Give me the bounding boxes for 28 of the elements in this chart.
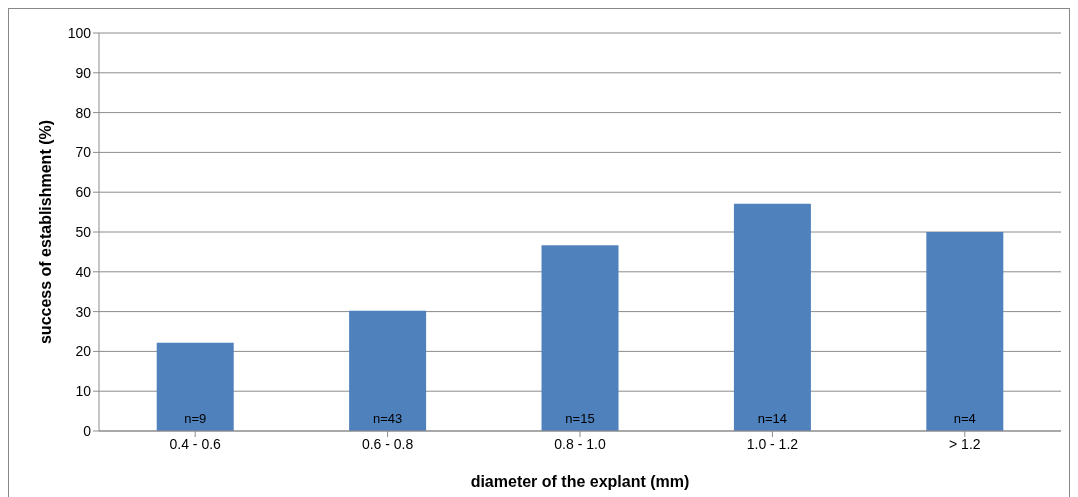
bar bbox=[156, 342, 234, 431]
y-tick-label: 40 bbox=[75, 263, 92, 280]
bar bbox=[926, 232, 1004, 431]
y-tick-label: 10 bbox=[75, 383, 92, 400]
y-tick-label: 70 bbox=[75, 144, 92, 161]
y-tick-label: 60 bbox=[75, 184, 92, 201]
y-tick-label: 50 bbox=[75, 223, 92, 240]
y-tick-label: 20 bbox=[75, 343, 92, 360]
annotation: n=9 bbox=[184, 411, 207, 426]
annotation: n=14 bbox=[757, 411, 788, 426]
x-tick-label: 0.4 - 0.6 bbox=[169, 435, 222, 452]
y-tick-label: 100 bbox=[67, 24, 92, 41]
bar bbox=[541, 245, 619, 431]
bar bbox=[733, 203, 811, 431]
x-tick-label: > 1.2 bbox=[949, 435, 981, 452]
x-axis-title: diameter of the explant (mm) bbox=[470, 473, 690, 490]
annotation: n=15 bbox=[565, 411, 595, 426]
y-tick-label: 90 bbox=[75, 64, 92, 81]
y-axis-title: success of establishment (%) bbox=[36, 119, 54, 345]
y-tick-label: 30 bbox=[75, 303, 92, 320]
x-tick-label: 0.6 - 0.8 bbox=[361, 435, 414, 452]
x-tick-label: 1.0 - 1.2 bbox=[746, 435, 799, 452]
annotation: n=4 bbox=[953, 411, 976, 426]
x-tick-label: 0.8 - 1.0 bbox=[554, 435, 606, 452]
bar bbox=[349, 310, 427, 431]
annotation: n=43 bbox=[372, 411, 403, 426]
y-tick-label: 0 bbox=[83, 422, 92, 439]
y-tick-label: 80 bbox=[75, 104, 92, 121]
